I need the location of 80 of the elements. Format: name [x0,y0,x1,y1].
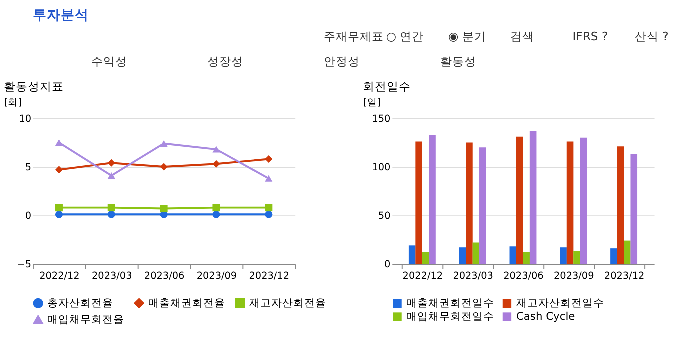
point [265,156,273,164]
point [108,210,116,218]
text: 투자분석 [33,7,90,24]
point [160,205,168,213]
point [265,204,273,212]
bar [560,248,567,264]
x-tick-label: 2022/12 [402,271,444,282]
point [265,175,273,182]
y-tick-label: 10 [19,114,32,125]
text: 주재무제표 [324,30,384,44]
x-tick-label: 2023/09 [196,271,238,282]
x-tick-label: 2023/03 [92,271,132,282]
y-tick-label: 50 [378,210,391,222]
bar [459,248,466,264]
bar [510,246,517,264]
point [108,159,116,167]
text: 검색 [510,30,535,44]
bar [624,240,631,264]
legend-label: 총자산회전율 [48,296,114,310]
x-tick-label: 2022/12 [40,271,80,282]
bar [408,246,416,264]
bar [630,154,638,264]
point [212,146,220,153]
x-tick-label: 2023/09 [554,271,594,282]
y-tick-label: 150 [372,114,391,125]
y-axis-title: [일] [364,97,382,108]
legend-label: 재고자산회전일수 [516,296,604,310]
bar [422,252,430,264]
chart-title: 활동성지표 [4,79,64,94]
bar [530,131,537,264]
bar [580,138,588,264]
legend-label: 매입채무회전일수 [406,310,495,323]
text: 활동성 [440,54,477,68]
point [55,166,63,174]
bar [466,142,473,264]
bar [516,136,524,264]
point [108,172,116,180]
point [160,163,168,171]
point [265,210,273,218]
text: 안정성 [324,54,360,68]
legend-label: 매입채무회전율 [48,312,125,326]
text: 성장성 [208,54,244,68]
point [212,160,220,168]
legend-label: Cash Cycle [516,310,576,323]
point [55,140,63,146]
text: ○ 연간 [386,30,424,44]
text: IFRS ? [572,30,608,44]
x-tick-label: 2023/03 [453,271,494,282]
text: 산식 ? [634,30,669,44]
x-tick-label: 2023/12 [249,271,290,282]
y-tick-label: 0 [25,210,32,222]
x-tick-label: 2023/12 [604,271,645,282]
y-tick-label: −5 [17,260,32,270]
bar [566,142,574,264]
bar [472,242,480,264]
point [55,210,63,218]
bar [617,146,624,264]
point [55,204,63,212]
bar [610,248,618,264]
legend-label: 매출채권회전율 [148,296,226,310]
y-axis-title: [회] [4,97,22,108]
point [160,140,168,147]
x-tick-label: 2023/06 [504,271,544,282]
point [212,210,220,218]
legend-label: 재고자산회전율 [249,296,326,310]
legend-label: 매출채권회전일수 [406,296,495,310]
text: ◉ 분기 [448,30,486,44]
bar [523,252,530,264]
chart-title: 회전일수 [363,79,412,94]
point [108,204,116,212]
bar [416,142,422,264]
bar [574,251,580,264]
bar [429,134,436,264]
y-tick-label: 5 [25,162,32,174]
x-tick-label: 2023/06 [144,271,185,282]
bar [480,148,486,264]
y-tick-label: 100 [372,162,391,174]
text: 수익성 [91,54,128,68]
y-tick-label: 0 [384,260,391,270]
point [212,204,220,212]
